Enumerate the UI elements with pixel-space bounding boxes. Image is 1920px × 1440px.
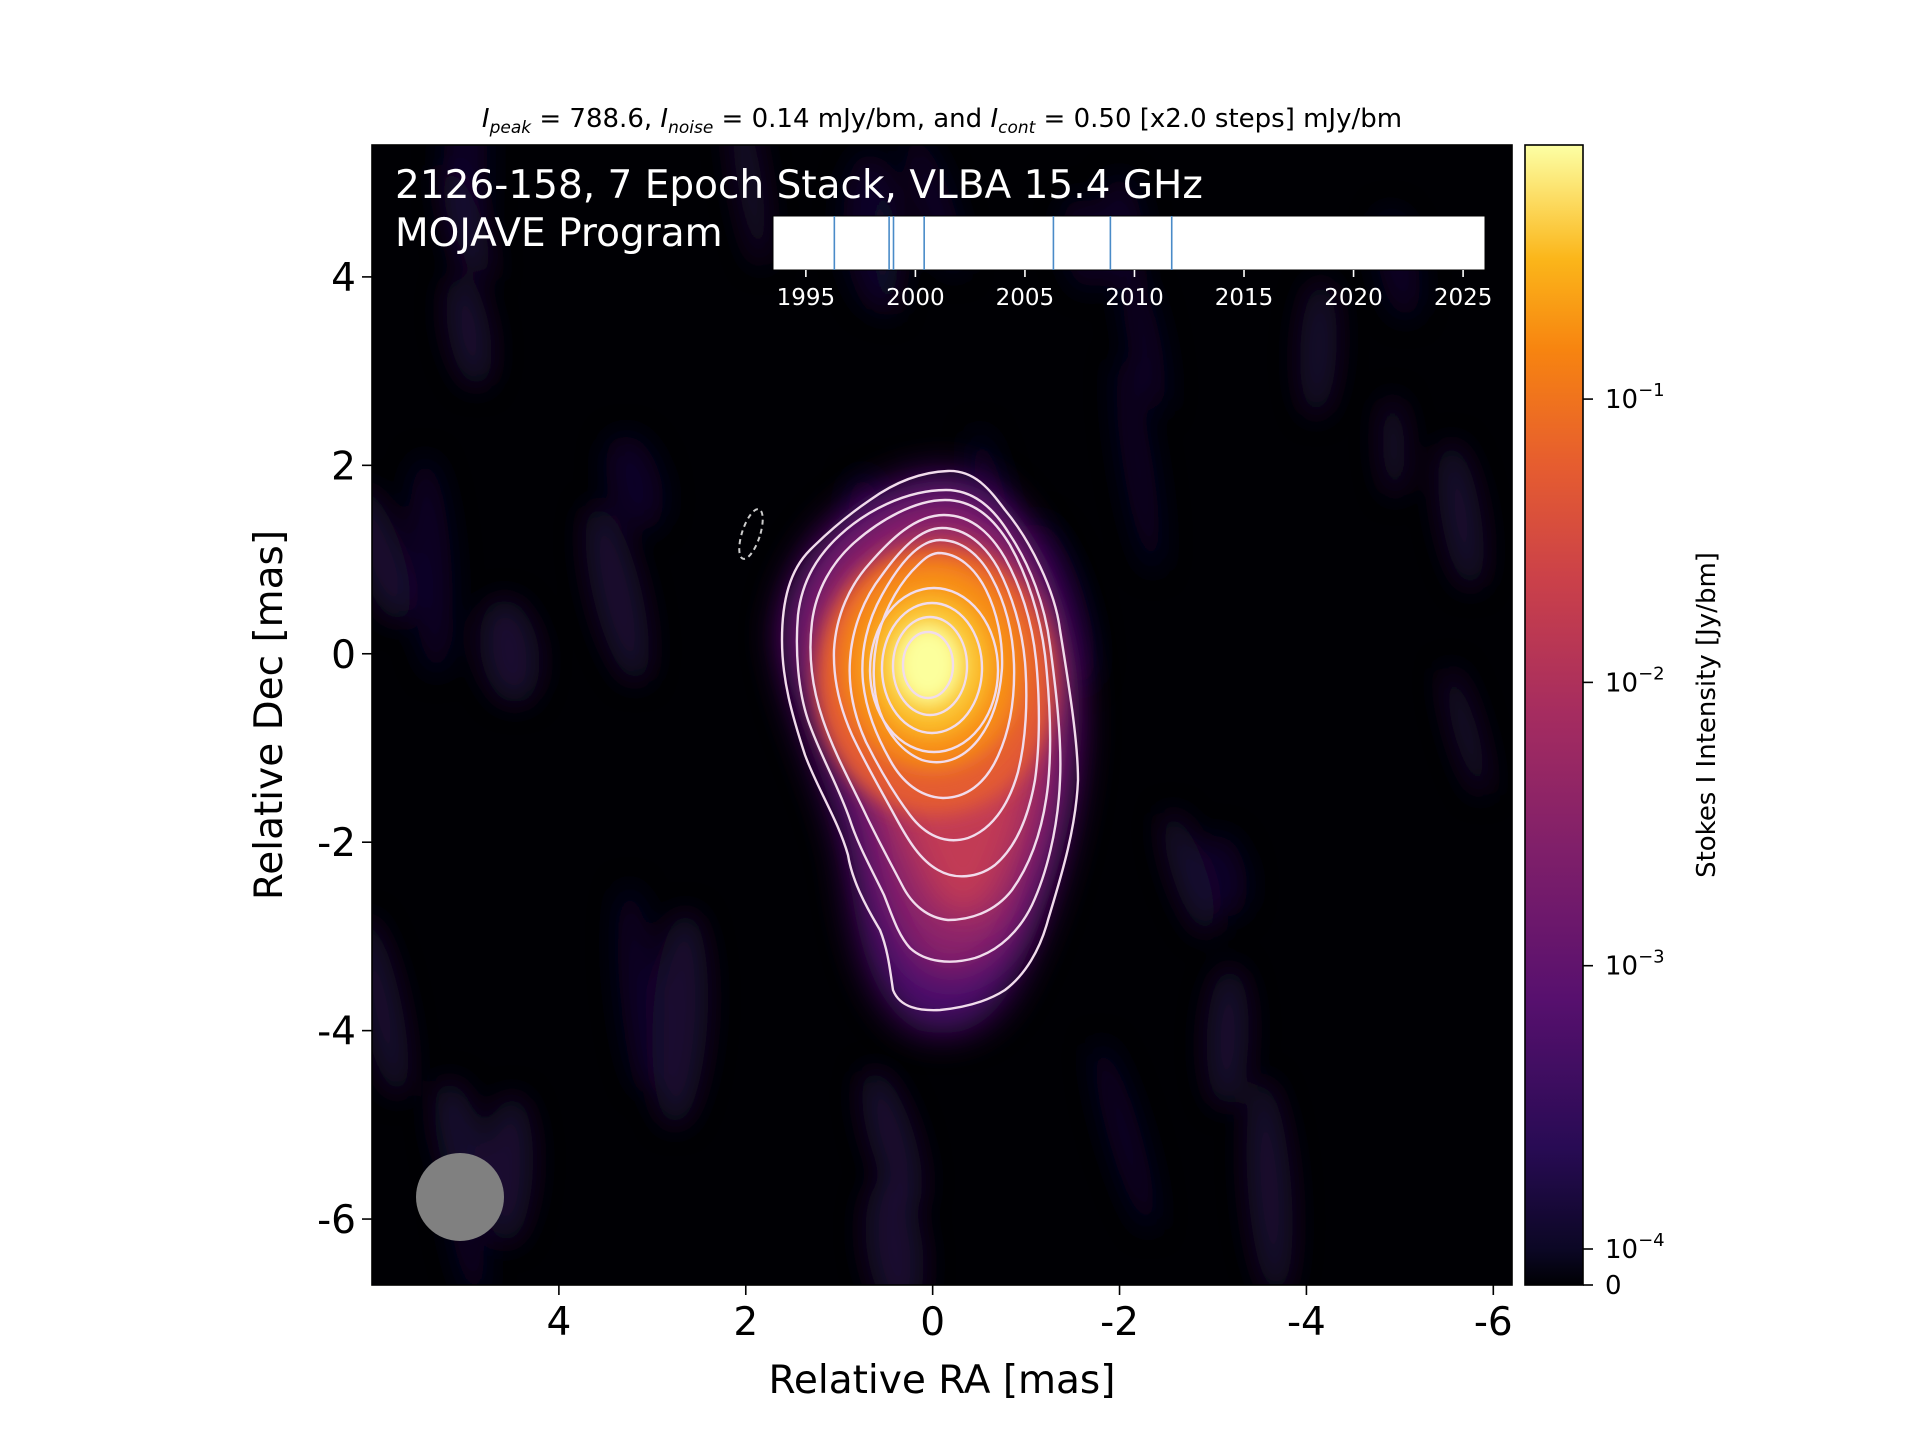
noise-streak [1163,811,1216,936]
noise-streak [479,598,540,705]
contour-level-6 [861,538,1016,800]
noise-streak [1121,261,1166,413]
contour-level-5 [848,526,1028,842]
colorbar-tick-label: 10−3 [1605,947,1665,982]
timeline-tick-label: 2000 [886,285,945,311]
y-axis-label: Relative Dec [mas] [247,530,292,900]
noise-streak [1115,357,1161,573]
x-tick-label: 4 [546,1300,571,1345]
noise-streak [861,1069,923,1210]
contour-level-1 [780,469,1080,1012]
contour-level-10 [891,615,969,717]
colorbar-tick-label: 10−2 [1605,663,1665,698]
y-tick-label: 0 [331,633,356,678]
noise-streak [1300,279,1337,418]
contour-level-2 [795,488,1062,963]
noise-streak [1438,441,1484,590]
colorbar-gradient [1524,144,1584,1286]
source-annotation: 2126-158, 7 Epoch Stack, VLBA 15.4 GHz [395,163,1203,208]
colorbar: 10−1 10−2 10−3 10−4 0 [1524,144,1665,1301]
timeline-tick-label: 2015 [1215,285,1274,311]
noise-streak [1200,833,1248,916]
noise-streak [441,164,492,282]
x-tick-label: -2 [1100,1300,1139,1345]
x-tick-label: -4 [1287,1300,1326,1345]
contour-level-7 [872,551,1004,764]
colorbar-label: Stokes I Intensity [Jy/bm] [1692,552,1722,878]
noise-streak [1381,395,1407,498]
noise-streak [372,917,409,1098]
timeline-tick-label: 2025 [1434,285,1493,311]
noise-streak [1093,1041,1156,1231]
beam-ellipse [416,1153,504,1241]
noise-streak [446,274,492,388]
contour-level-3 [809,498,1052,922]
noise-streak [1246,1078,1293,1285]
program-annotation: MOJAVE Program [395,211,723,256]
timeline-tick-label: 2020 [1324,285,1383,311]
colorbar-zero-label: 0 [1605,1271,1622,1301]
noise-streak [652,911,709,1127]
y-axis: 4 2 0 -2 -4 -6 [317,256,372,1243]
y-tick-label: -2 [317,821,356,866]
noise-streak [372,487,411,624]
contour-level-8 [868,586,1000,754]
y-tick-label: 2 [331,444,356,489]
contour-level-11 [901,630,955,700]
colorbar-tick-label: 10−4 [1605,1230,1665,1265]
y-tick-label: -4 [317,1010,356,1055]
colorbar-tick-label: 10−1 [1605,380,1665,415]
y-tick-label: 4 [331,256,356,301]
y-tick-label: -6 [317,1198,356,1243]
timeline-tick-label: 2005 [996,285,1055,311]
timeline-tick-label: 2010 [1105,285,1164,311]
x-tick-label: -6 [1474,1300,1513,1345]
noise-streak [617,885,658,1092]
noise-streak [729,145,768,268]
noise-streak [409,456,453,675]
noise-streak [605,434,664,531]
x-tick-label: 0 [920,1300,945,1345]
x-axis-label: Relative RA [mas] [769,1358,1116,1403]
x-axis: 4 2 0 -2 -4 -6 [546,1285,1513,1345]
epoch-timeline: 1995 2000 2005 2010 2015 2020 2025 [772,215,1493,311]
timeline-tick-label: 1995 [777,285,836,311]
negative-contour [738,508,764,560]
x-tick-label: 2 [733,1300,758,1345]
chart-title: Ipeak = 788.6, Inoise = 0.14 mJy/bm, and… [482,104,1402,138]
noise-streak [1206,965,1249,1108]
noise-streak [865,1178,924,1285]
noise-streak [585,504,650,683]
plot-frame [371,144,1513,1286]
contour-level-9 [880,601,984,735]
timeline-box [772,215,1486,271]
contour-level-4 [832,513,1041,878]
contours [780,469,1080,1012]
image-panel [372,145,1512,1285]
noise-streak [1444,666,1488,797]
